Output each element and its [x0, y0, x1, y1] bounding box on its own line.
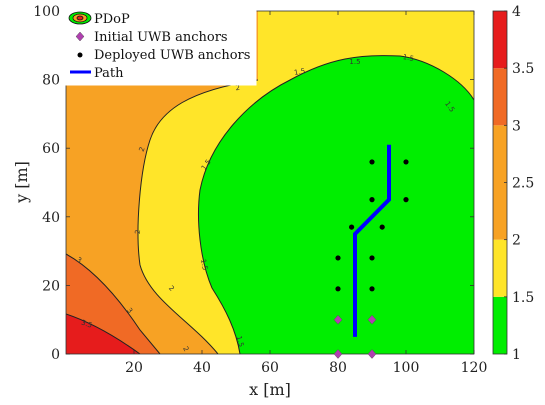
contour-label: 1.5 [235, 335, 246, 348]
colorbar-tick-label: 1 [512, 347, 521, 363]
colorbar-segment [493, 68, 507, 126]
x-tick-label: 60 [261, 360, 279, 376]
legend-label-path: Path [94, 66, 124, 81]
contour-label: 1.5 [199, 258, 209, 270]
deployed-anchor-marker [379, 224, 385, 230]
x-tick-label: 20 [125, 360, 143, 376]
contour-label: 1.5 [402, 53, 414, 63]
contour-label: 2 [235, 84, 240, 92]
contour-label: 3 [75, 256, 83, 265]
colorbar-tick-label: 1.5 [512, 290, 534, 306]
contour-lines [66, 55, 474, 354]
legend-label-pdop: PDoP [94, 12, 130, 27]
deployed-anchor-marker [335, 255, 341, 261]
colorbar-tick-label: 3 [512, 118, 521, 134]
deployed-anchor-marker [369, 286, 375, 292]
x-axis-label: x [m] [249, 380, 291, 399]
contour-line-2 [137, 79, 259, 354]
diamond-icon [75, 31, 85, 42]
colorbar-tick-label: 2 [512, 233, 521, 249]
colorbar-segment [493, 11, 507, 69]
contour-line-3-5 [66, 313, 141, 354]
dot-icon [77, 52, 83, 58]
contour-label: 2 [134, 229, 142, 234]
path-line [353, 144, 391, 337]
contour-label: 2 [167, 284, 176, 293]
deployed-anchors [335, 159, 409, 292]
contour-label: 1.5 [293, 67, 305, 77]
initial-anchor-marker [367, 349, 377, 359]
contour-label: 3.5 [80, 318, 93, 329]
legend-label-deployed-anchors: Deployed UWB anchors [94, 48, 250, 63]
y-tick-label: 60 [42, 141, 60, 157]
y-tick-label: 100 [33, 4, 60, 20]
legend-label-initial-anchors: Initial UWB anchors [94, 30, 228, 45]
deployed-anchor-marker [349, 224, 355, 230]
deployed-anchor-marker [369, 159, 375, 165]
y-tick-label: 0 [51, 347, 60, 363]
colorbar-tick-label: 3.5 [512, 61, 534, 77]
x-tick-label: 80 [329, 360, 347, 376]
y-axis-label: y [m] [12, 161, 31, 204]
pdop-legend-icon [68, 11, 92, 25]
colorbar-segment [493, 239, 507, 297]
colorbar-segment [493, 125, 507, 240]
contour-label: 1.5 [349, 58, 360, 66]
y-tick-label: 40 [42, 210, 60, 226]
y-tick-label: 20 [42, 278, 60, 294]
contour-label: 3 [125, 306, 134, 315]
initial-anchor-marker [333, 314, 343, 325]
initial-anchor-marker [367, 314, 377, 325]
contour-label: 2 [181, 345, 190, 353]
deployed-anchor-marker [335, 286, 341, 292]
initial-anchors [333, 314, 377, 359]
x-tick-label: 120 [461, 360, 488, 376]
x-tick-label: 40 [193, 360, 211, 376]
colorbar-tick-label: 2.5 [512, 176, 534, 192]
deployed-anchor-marker [369, 197, 375, 203]
colorbar: 1 1.5 2 2.5 3 3.5 4 [492, 4, 534, 363]
contour-label: 2 [138, 146, 147, 153]
deployed-anchor-marker [403, 197, 409, 203]
legend-box [65, 10, 257, 86]
x-tick-label: 100 [393, 360, 420, 376]
deployed-anchor-marker [369, 255, 375, 261]
deployed-anchor-marker [403, 159, 409, 165]
legend: PDoP Initial UWB anchors Deployed UWB an… [65, 10, 257, 86]
initial-anchor-marker [333, 349, 343, 359]
colorbar-segment [493, 296, 507, 354]
x-axis: 20 40 60 80 100 120 [125, 11, 487, 376]
region-red [66, 314, 140, 354]
y-axis: 0 20 40 60 80 100 [33, 4, 474, 363]
region-green [198, 55, 474, 354]
contour-line-1-5 [198, 55, 474, 354]
y-tick-label: 80 [42, 73, 60, 89]
contour-line-3 [66, 253, 161, 354]
colorbar-tick-label: 4 [512, 4, 521, 20]
